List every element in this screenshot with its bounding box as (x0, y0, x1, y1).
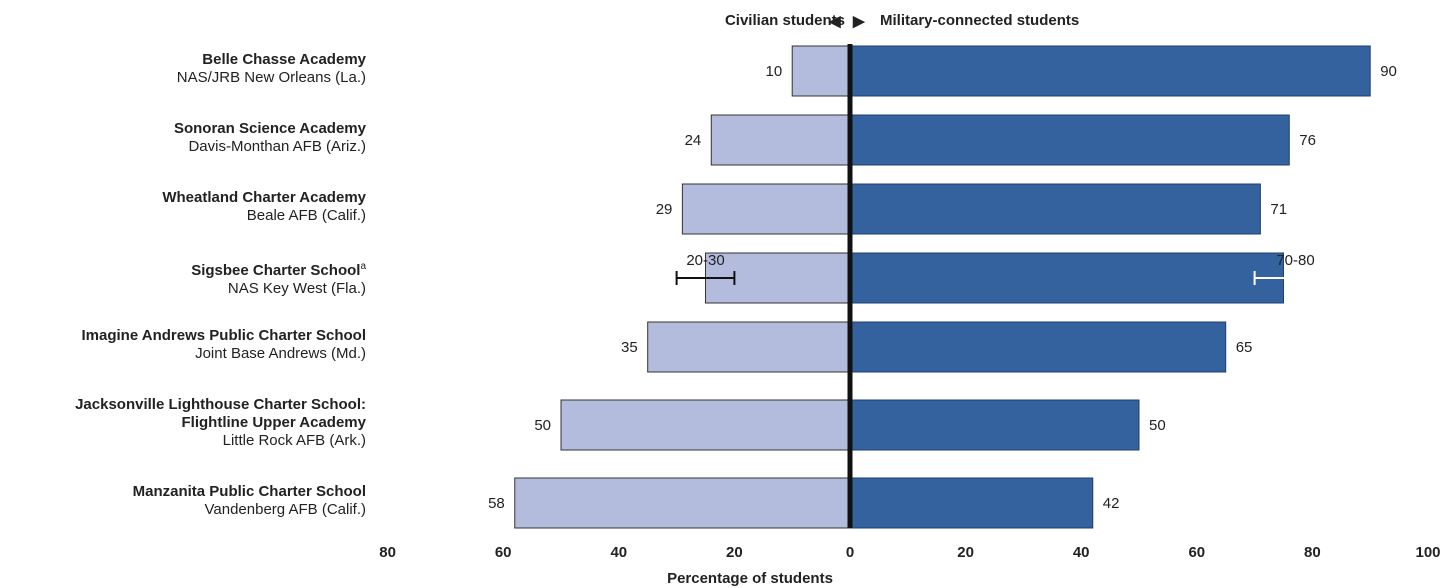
header-civilian-label: Civilian students (724, 12, 845, 29)
school-label-sigsbee: Sigsbee Charter Schoola NAS Key West (Fl… (191, 258, 366, 298)
school-base: Vandenberg AFB (Calif.) (204, 501, 366, 518)
school-label-wheatland: Wheatland Charter Academy Beale AFB (Cal… (162, 189, 366, 225)
school-base: NAS Key West (Fla.) (227, 280, 366, 297)
x-tick-label: 60 (495, 544, 512, 561)
school-label-jacksonville: Jacksonville Lighthouse Charter School: … (75, 396, 366, 450)
school-name: Sonoran Science Academy (173, 120, 366, 137)
data-label-civilian: 24 (685, 132, 702, 149)
bar-military (849, 45, 1371, 97)
data-label-military: 90 (1380, 63, 1397, 80)
school-name: Sigsbee Charter Schoola (191, 258, 366, 280)
school-label-manzanita: Manzanita Public Charter School Vandenbe… (133, 483, 366, 519)
x-tick-label: 60 (1188, 544, 1205, 561)
x-tick-label: 0 (846, 544, 854, 561)
school-name-line2: Flightline Upper Academy (181, 414, 366, 431)
x-axis-title: Percentage of students (667, 570, 833, 587)
footnote-marker: a (360, 261, 366, 272)
data-label-civilian: 58 (488, 495, 505, 512)
school-base: Beale AFB (Calif.) (246, 207, 366, 224)
data-label-military: 50 (1149, 417, 1166, 434)
school-base: Davis-Monthan AFB (Ariz.) (188, 138, 366, 155)
school-name: Belle Chasse Academy (202, 51, 366, 68)
school-name: Manzanita Public Charter School (132, 483, 366, 500)
bar-military (849, 183, 1261, 235)
header-military-label: Military-connected students (880, 12, 1080, 29)
school-label-sonoran: Sonoran Science Academy Davis-Monthan AF… (174, 120, 366, 156)
bar-civilian (514, 477, 851, 529)
school-base: NAS/JRB New Orleans (La.) (176, 69, 366, 86)
school-name: Wheatland Charter Academy (162, 189, 366, 206)
bar-military (849, 114, 1290, 166)
bar-civilian (791, 45, 851, 97)
data-label-civilian: 10 (766, 63, 783, 80)
school-name: Imagine Andrews Public Charter School (81, 327, 366, 344)
chart-header: Civilian students ◀ ▶ Military-connected… (0, 12, 1450, 32)
x-tick-label: 40 (1073, 544, 1090, 561)
x-tick-label: 80 (379, 544, 396, 561)
bar-military (849, 399, 1140, 451)
data-label-civilian: 20-30 (686, 252, 724, 269)
school-label-belle-chasse: Belle Chasse Academy NAS/JRB New Orleans… (177, 51, 366, 87)
arrow-right-icon: ▶ (853, 13, 865, 30)
data-label-military: 70-80 (1276, 252, 1314, 269)
school-base: Little Rock AFB (Ark.) (222, 432, 366, 449)
school-label-imagine-andrews: Imagine Andrews Public Charter School Jo… (81, 327, 366, 363)
bar-civilian (710, 114, 851, 166)
bar-military (849, 321, 1227, 373)
data-label-civilian: 50 (534, 417, 551, 434)
data-label-civilian: 29 (656, 201, 673, 218)
school-name: Jacksonville Lighthouse Charter School: (75, 396, 366, 413)
bar-civilian (647, 321, 851, 373)
data-label-civilian: 35 (621, 339, 638, 356)
x-tick-label: 20 (726, 544, 743, 561)
x-tick-label: 80 (1304, 544, 1321, 561)
school-name-text: Sigsbee Charter School (191, 262, 361, 279)
school-base: Joint Base Andrews (Md.) (195, 345, 366, 362)
data-label-military: 42 (1103, 495, 1120, 512)
bar-civilian (681, 183, 851, 235)
data-label-military: 71 (1270, 201, 1287, 218)
data-label-military: 65 (1236, 339, 1253, 356)
data-label-military: 76 (1299, 132, 1316, 149)
bar-civilian (560, 399, 851, 451)
x-tick-label: 40 (610, 544, 627, 561)
bar-military (849, 252, 1284, 304)
x-tick-label: 20 (957, 544, 974, 561)
x-tick-label: 100 (1415, 544, 1440, 561)
bar-military (849, 477, 1094, 529)
arrow-left-icon: ◀ (829, 13, 841, 30)
